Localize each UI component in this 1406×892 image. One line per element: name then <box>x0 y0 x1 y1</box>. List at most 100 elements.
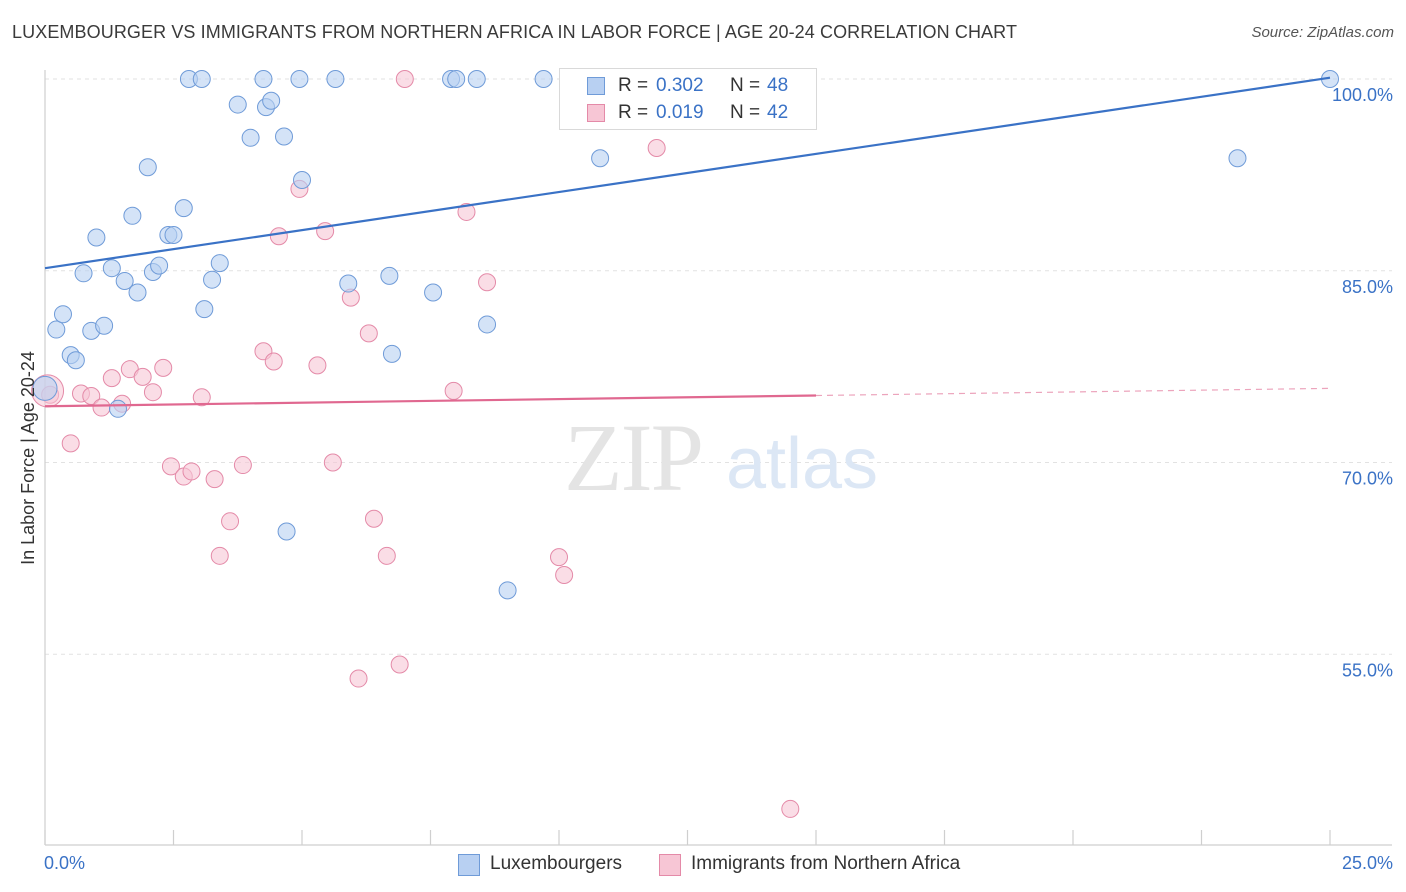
data-point-immigrants <box>269 227 288 246</box>
data-point-luxembourgers <box>534 70 553 88</box>
data-point-luxembourgers <box>66 351 85 370</box>
data-point-luxembourgers <box>74 264 93 283</box>
data-point-luxembourgers <box>53 305 72 324</box>
legend-n-value: 42 <box>767 102 789 123</box>
watermark-atlas: atlas <box>726 424 878 504</box>
legend-label-immigrants: Immigrants from Northern Africa <box>691 853 961 874</box>
y-axis-label: In Labor Force | Age 20-24 <box>18 351 38 565</box>
watermark: ZIP atlas <box>564 404 878 511</box>
data-point-luxembourgers <box>203 270 222 289</box>
data-point-luxembourgers <box>164 225 183 244</box>
x-tick-label: 25.0% <box>1342 853 1393 873</box>
legend-swatch-blue <box>587 77 605 95</box>
data-point-luxembourgers <box>447 70 466 88</box>
y-tick-label: 85.0% <box>1342 277 1393 297</box>
data-point-luxembourgers <box>150 256 169 275</box>
data-point-luxembourgers <box>591 149 610 168</box>
data-point-luxembourgers <box>262 91 281 110</box>
data-point-luxembourgers <box>115 271 134 290</box>
y-tick-label: 100.0% <box>1332 85 1393 105</box>
legend-row-immigrants: R = 0.019 N = 42 <box>560 100 816 126</box>
data-point-immigrants <box>102 369 121 388</box>
data-point-immigrants <box>781 799 800 818</box>
legend-r-value: 0.019 <box>656 102 704 123</box>
data-point-immigrants <box>233 456 252 475</box>
watermark-zip: ZIP <box>564 404 702 511</box>
data-point-luxembourgers <box>293 170 311 189</box>
data-point-luxembourgers <box>290 70 309 88</box>
source-label: Source: ZipAtlas.com <box>1251 24 1394 41</box>
data-point-immigrants <box>205 470 224 489</box>
legend-r-label: R = <box>618 75 649 96</box>
data-point-luxembourgers <box>326 70 345 88</box>
data-point-immigrants <box>133 367 152 386</box>
legend-r-value: 0.302 <box>656 75 704 96</box>
data-point-immigrants <box>323 453 342 472</box>
data-point-luxembourgers <box>241 128 260 147</box>
data-point-luxembourgers <box>108 399 127 418</box>
data-point-immigrants <box>478 273 497 292</box>
data-point-luxembourgers <box>192 70 211 88</box>
y-tick-label: 55.0% <box>1342 660 1393 680</box>
data-point-immigrants <box>555 565 574 584</box>
data-point-immigrants <box>264 352 283 371</box>
data-point-immigrants <box>364 509 383 528</box>
data-point-immigrants <box>161 457 180 476</box>
data-point-immigrants <box>377 546 396 565</box>
data-point-luxembourgers <box>128 283 147 302</box>
legend-r-label: R = <box>618 102 649 123</box>
legend-swatch-pink <box>587 104 605 122</box>
trend-line-immigrants <box>44 394 817 408</box>
trend-line-luxembourgers <box>44 76 1331 270</box>
data-point-immigrants <box>444 381 463 400</box>
legend-n-value: 48 <box>767 75 789 96</box>
data-point-immigrants <box>457 202 476 221</box>
data-point-luxembourgers <box>1228 149 1247 168</box>
data-point-immigrants <box>143 383 162 402</box>
data-point-luxembourgers <box>424 283 443 302</box>
y-tick-label: 70.0% <box>1342 469 1393 489</box>
data-point-luxembourgers <box>87 228 106 247</box>
data-point-immigrants <box>182 462 201 481</box>
data-point-immigrants <box>308 356 327 375</box>
data-point-immigrants <box>390 655 409 674</box>
data-point-immigrants <box>92 398 111 417</box>
x-tick-labels: 0.0% 25.0% <box>44 853 1393 873</box>
correlation-legend: R = 0.302 N = 48 R = 0.019 N = 42 <box>559 68 817 130</box>
grid-lines <box>45 78 1392 655</box>
data-point-luxembourgers <box>277 522 296 541</box>
trend-line-immigrants-extension <box>815 387 1331 397</box>
axes <box>44 70 1392 846</box>
data-point-luxembourgers <box>498 581 517 600</box>
data-point-luxembourgers <box>478 315 497 334</box>
data-point-luxembourgers <box>195 300 214 319</box>
chart-title: LUXEMBOURGER VS IMMIGRANTS FROM NORTHERN… <box>12 22 1018 42</box>
data-point-immigrants <box>221 512 240 531</box>
x-tick-label: 0.0% <box>44 853 85 873</box>
legend-swatch-blue <box>458 854 480 876</box>
data-point-luxembourgers <box>228 95 247 114</box>
legend-label-luxembourgers: Luxembourgers <box>490 853 623 874</box>
legend-row-luxembourgers: R = 0.302 N = 48 <box>560 73 816 99</box>
trend-lines <box>44 76 1331 408</box>
data-point-luxembourgers <box>382 344 401 363</box>
data-point-luxembourgers <box>275 127 294 146</box>
data-point-luxembourgers <box>123 206 142 225</box>
legend-swatch-pink <box>659 854 681 876</box>
data-point-immigrants <box>192 388 211 407</box>
data-point-luxembourgers <box>254 70 273 88</box>
data-point-luxembourgers <box>210 254 229 273</box>
data-point-immigrants <box>395 70 414 88</box>
data-point-luxembourgers <box>138 158 157 177</box>
data-point-luxembourgers <box>47 320 66 339</box>
data-point-luxembourgers <box>32 375 58 401</box>
data-point-luxembourgers <box>174 199 193 218</box>
data-point-luxembourgers <box>467 70 486 88</box>
data-point-luxembourgers <box>95 316 114 335</box>
data-point-luxembourgers <box>380 266 399 285</box>
data-point-luxembourgers <box>339 274 358 293</box>
data-point-immigrants <box>349 669 368 688</box>
data-point-immigrants <box>154 358 173 377</box>
legend-n-label: N = <box>730 75 761 96</box>
